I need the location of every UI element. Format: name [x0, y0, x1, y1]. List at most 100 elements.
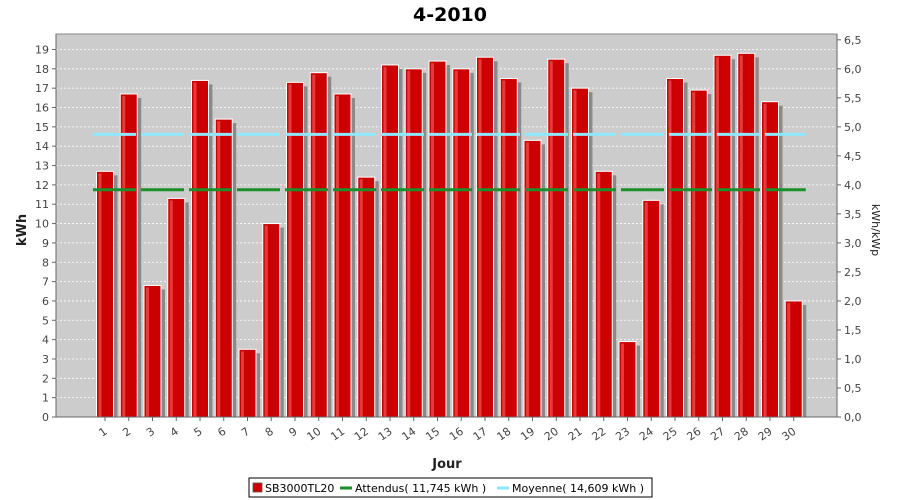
bar-highlight — [597, 173, 601, 417]
y-tick-label: 0 — [42, 411, 49, 424]
x-tick-label: 25 — [661, 425, 680, 444]
bar-highlight — [336, 95, 339, 417]
y-right-tick-label: 6,5 — [844, 34, 862, 47]
x-tick-label: 30 — [780, 425, 799, 444]
y-right-tick-label: 6,0 — [844, 63, 862, 76]
y-tick-label: 14 — [35, 140, 49, 153]
bar-highlight — [526, 142, 529, 417]
y-tick-label: 9 — [42, 237, 49, 250]
y-right-tick-label: 4,0 — [844, 179, 862, 192]
y-tick-label: 4 — [42, 334, 49, 347]
y-right-tick-label: 2,0 — [844, 295, 862, 308]
bar-highlight — [502, 80, 506, 417]
x-tick-label: 2 — [120, 425, 133, 440]
y-right-tick-label: 3,0 — [844, 237, 862, 250]
x-tick-label: 15 — [423, 425, 442, 444]
bar-highlight — [264, 225, 268, 417]
x-tick-label: 22 — [590, 425, 609, 444]
bar-highlight — [787, 302, 791, 417]
legend-label-moyenne: Moyenne( 14,609 kWh ) — [512, 482, 644, 495]
y-tick-label: 3 — [42, 353, 49, 366]
y-right-tick-label: 4,5 — [844, 150, 862, 163]
y-tick-label: 10 — [35, 218, 49, 231]
x-tick-label: 17 — [471, 425, 490, 444]
x-tick-label: 18 — [495, 425, 514, 444]
x-tick-label: 8 — [263, 425, 276, 440]
x-tick-label: 4 — [168, 425, 181, 440]
bar-highlight — [146, 287, 149, 417]
y-right-tick-label: 0,5 — [844, 382, 862, 395]
x-tick-label: 12 — [352, 425, 371, 444]
y-tick-label: 1 — [42, 392, 49, 405]
x-tick-label: 1 — [97, 425, 110, 440]
y-tick-label: 18 — [35, 63, 49, 76]
plot-area: 0123456789101112131415161718190,00,51,01… — [35, 33, 862, 444]
bar-highlight — [454, 70, 458, 418]
bar-highlight — [122, 95, 126, 417]
x-tick-label: 23 — [613, 425, 632, 444]
x-tick-label: 21 — [566, 425, 585, 444]
x-tick-label: 3 — [144, 425, 157, 440]
chart-title: 4-2010 — [413, 4, 487, 26]
bar-highlight — [549, 61, 553, 418]
x-axis-label: Jour — [431, 457, 462, 472]
y-axis-label: kWh — [15, 214, 30, 246]
x-tick-label: 26 — [685, 425, 704, 444]
y-tick-label: 8 — [42, 256, 49, 269]
y-right-tick-label: 5,0 — [844, 121, 862, 134]
x-tick-label: 24 — [637, 425, 656, 444]
bar-highlight — [692, 92, 696, 418]
x-tick-label: 27 — [708, 425, 727, 444]
bar-highlight — [739, 55, 743, 417]
x-tick-label: 6 — [215, 425, 228, 440]
bar-highlight — [98, 173, 102, 417]
bar-highlight — [359, 179, 363, 417]
bar-highlight — [407, 70, 411, 418]
legend-label-attendus: Attendus( 11,745 kWh ) — [355, 482, 486, 495]
x-tick-label: 29 — [756, 425, 775, 444]
y-tick-label: 16 — [35, 102, 49, 115]
bar-highlight — [621, 343, 624, 417]
legend-label-sb3000tl20: SB3000TL20 — [265, 482, 334, 495]
bar-highlight — [716, 57, 719, 418]
y-tick-label: 6 — [42, 295, 49, 308]
x-tick-label: 9 — [287, 425, 300, 440]
y-right-tick-label: 3,5 — [844, 208, 862, 221]
legend-box — [248, 477, 653, 498]
y-right-tick-label: 1,5 — [844, 324, 862, 337]
bar-highlight — [241, 351, 244, 417]
x-tick-label: 13 — [376, 425, 395, 444]
bar-highlight — [169, 200, 173, 417]
bar-highlight — [668, 80, 672, 417]
bar-highlight — [288, 84, 292, 418]
x-tick-label: 19 — [518, 425, 537, 444]
y-tick-label: 11 — [35, 198, 49, 211]
bar-highlight — [431, 63, 434, 417]
x-tick-label: 10 — [305, 425, 324, 444]
bar-highlight — [312, 74, 316, 418]
y-tick-label: 19 — [35, 43, 49, 56]
y-tick-label: 7 — [42, 276, 49, 289]
x-tick-label: 5 — [192, 425, 205, 440]
y-tick-label: 13 — [35, 160, 49, 173]
y-tick-label: 2 — [42, 372, 49, 385]
x-tick-label: 28 — [732, 425, 751, 444]
bar-highlight — [763, 103, 767, 417]
y-right-tick-label: 5,5 — [844, 92, 862, 105]
legend-swatch-sb3000tl20 — [252, 482, 263, 493]
y-right-tick-label: 0,0 — [844, 411, 862, 424]
y-axis-right-label: kWh/kWp — [869, 204, 882, 256]
y-right-tick-label: 2,5 — [844, 266, 862, 279]
x-tick-label: 11 — [328, 425, 347, 444]
legend: SB3000TL20 Attendus( 11,745 kWh ) Moyenn… — [248, 477, 653, 498]
x-tick-label: 20 — [542, 425, 561, 444]
y-tick-label: 5 — [42, 314, 49, 327]
x-tick-label: 16 — [447, 425, 466, 444]
y-tick-label: 17 — [35, 82, 49, 95]
y-tick-label: 15 — [35, 121, 49, 134]
y-right-tick-label: 1,0 — [844, 353, 862, 366]
x-tick-label: 7 — [239, 425, 252, 440]
bar-highlight — [193, 82, 197, 417]
bar-highlight — [217, 121, 221, 417]
